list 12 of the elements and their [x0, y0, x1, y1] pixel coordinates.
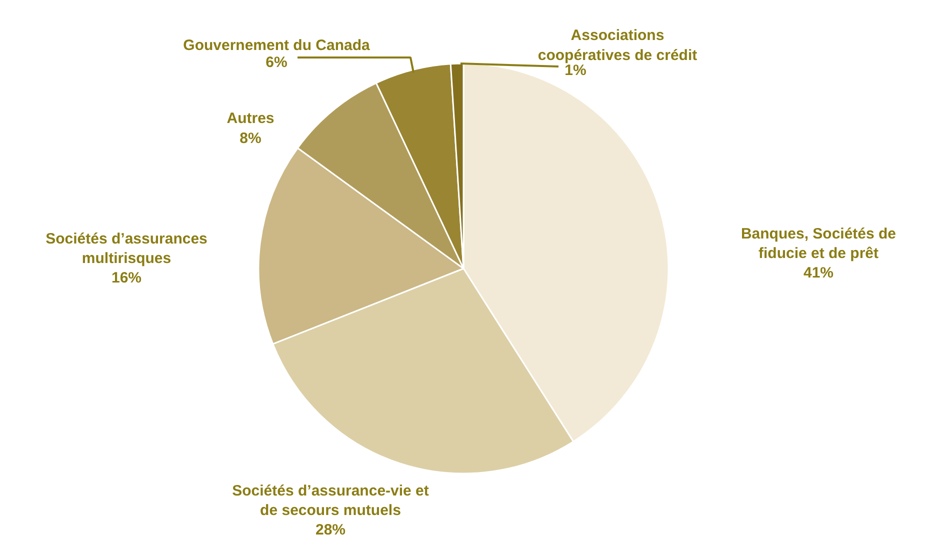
- slice-label: Banques, Sociétés de fiducie et de prêt: [740, 225, 896, 262]
- data-label: 41%: [803, 264, 834, 282]
- data-label: 28%: [315, 522, 346, 539]
- data-label: 8%: [240, 130, 262, 147]
- slice-label: Gouvernement du Canada: [183, 37, 371, 54]
- data-label: 1%: [564, 62, 586, 79]
- data-label: 16%: [111, 270, 142, 287]
- slice-label: Sociétés d’assurance-vie et de secours mutuels: [232, 482, 429, 519]
- slice-label: Autres: [226, 110, 274, 128]
- slice-label: Associations coopératives de crédit: [538, 27, 698, 64]
- slice-label: Sociétés d’assurances multirisques: [46, 230, 208, 267]
- data-label: 6%: [266, 54, 288, 71]
